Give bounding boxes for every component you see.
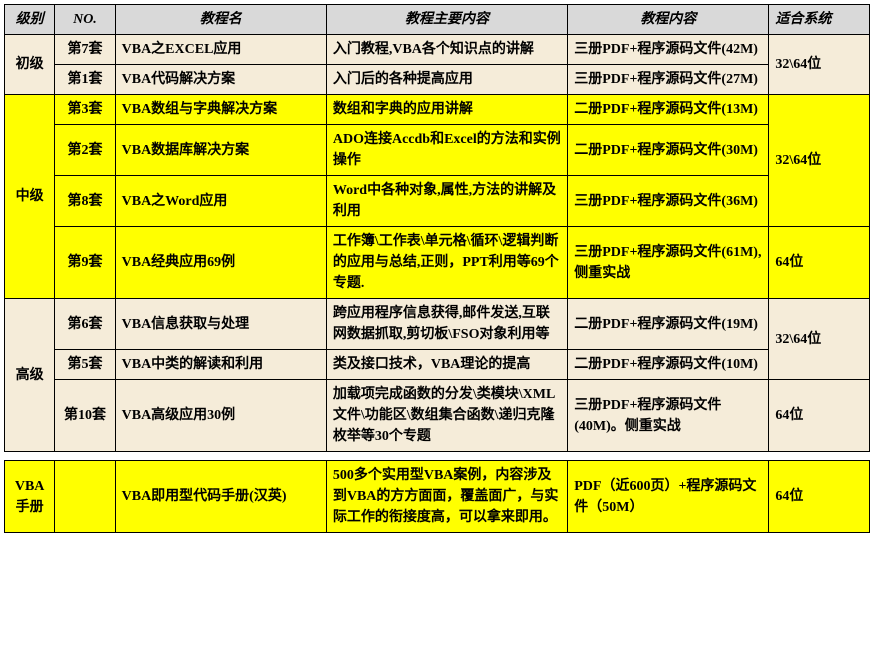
manual-table: VBA手册 VBA即用型代码手册(汉英)500多个实用型VBA案例，内容涉及到VB… <box>4 460 870 533</box>
column-header: 教程主要内容 <box>326 5 567 35</box>
system-cell: 64位 <box>769 227 870 299</box>
name-cell: VBA数组与字典解决方案 <box>115 95 326 125</box>
table-spacer <box>4 452 870 460</box>
column-header: 教程内容 <box>568 5 769 35</box>
main-content-cell: 类及接口技术，VBA理论的提高 <box>326 350 567 380</box>
no-cell: 第7套 <box>55 35 115 65</box>
manual-main-cell: 500多个实用型VBA案例，内容涉及到VBA的方方面面，覆盖面广，与实际工作的衔… <box>326 461 567 533</box>
system-cell: 64位 <box>769 380 870 452</box>
no-cell: 第8套 <box>55 176 115 227</box>
no-cell: 第3套 <box>55 95 115 125</box>
main-course-table: 级别NO.教程名教程主要内容教程内容适合系统 初级第7套VBA之EXCEL应用入… <box>4 4 870 452</box>
level-cell: 高级 <box>5 299 55 452</box>
system-cell: 32\64位 <box>769 299 870 380</box>
content-cell: 二册PDF+程序源码文件(19M) <box>568 299 769 350</box>
name-cell: VBA经典应用69例 <box>115 227 326 299</box>
table-row: 第9套VBA经典应用69例工作簿\工作表\单元格\循环\逻辑判断的应用与总结,正… <box>5 227 870 299</box>
main-content-cell: 工作簿\工作表\单元格\循环\逻辑判断的应用与总结,正则，PPT利用等69个专题… <box>326 227 567 299</box>
table-row: 第5套VBA中类的解读和利用类及接口技术，VBA理论的提高二册PDF+程序源码文… <box>5 350 870 380</box>
main-content-cell: 跨应用程序信息获得,邮件发送,互联网数据抓取,剪切板\FSO对象利用等 <box>326 299 567 350</box>
no-cell: 第5套 <box>55 350 115 380</box>
main-content-cell: 入门后的各种提高应用 <box>326 65 567 95</box>
content-cell: 三册PDF+程序源码文件(40M)。侧重实战 <box>568 380 769 452</box>
manual-no-cell <box>55 461 115 533</box>
manual-level-cell: VBA手册 <box>5 461 55 533</box>
table-row: 初级第7套VBA之EXCEL应用入门教程,VBA各个知识点的讲解三册PDF+程序… <box>5 35 870 65</box>
content-cell: 二册PDF+程序源码文件(13M) <box>568 95 769 125</box>
no-cell: 第6套 <box>55 299 115 350</box>
main-content-cell: 入门教程,VBA各个知识点的讲解 <box>326 35 567 65</box>
level-cell: 初级 <box>5 35 55 95</box>
manual-name-cell: VBA即用型代码手册(汉英) <box>115 461 326 533</box>
name-cell: VBA高级应用30例 <box>115 380 326 452</box>
table-row: 第10套VBA高级应用30例加载项完成函数的分发\类模块\XML文件\功能区\数… <box>5 380 870 452</box>
system-cell: 32\64位 <box>769 95 870 227</box>
content-cell: 三册PDF+程序源码文件(61M),侧重实战 <box>568 227 769 299</box>
main-content-cell: Word中各种对象,属性,方法的讲解及利用 <box>326 176 567 227</box>
content-cell: 三册PDF+程序源码文件(42M) <box>568 35 769 65</box>
name-cell: VBA代码解决方案 <box>115 65 326 95</box>
system-cell: 32\64位 <box>769 35 870 95</box>
main-content-cell: ADO连接Accdb和Excel的方法和实例操作 <box>326 125 567 176</box>
no-cell: 第9套 <box>55 227 115 299</box>
no-cell: 第1套 <box>55 65 115 95</box>
column-header: 级别 <box>5 5 55 35</box>
main-content-cell: 数组和字典的应用讲解 <box>326 95 567 125</box>
table-row: 第1套VBA代码解决方案入门后的各种提高应用三册PDF+程序源码文件(27M) <box>5 65 870 95</box>
manual-system-cell: 64位 <box>769 461 870 533</box>
content-cell: 三册PDF+程序源码文件(27M) <box>568 65 769 95</box>
no-cell: 第2套 <box>55 125 115 176</box>
table-row: 第2套VBA数据库解决方案ADO连接Accdb和Excel的方法和实例操作二册P… <box>5 125 870 176</box>
no-cell: 第10套 <box>55 380 115 452</box>
name-cell: VBA之EXCEL应用 <box>115 35 326 65</box>
column-header: 适合系统 <box>769 5 870 35</box>
manual-row: VBA手册 VBA即用型代码手册(汉英)500多个实用型VBA案例，内容涉及到VB… <box>5 461 870 533</box>
table-row: 高级第6套VBA信息获取与处理跨应用程序信息获得,邮件发送,互联网数据抓取,剪切… <box>5 299 870 350</box>
name-cell: VBA数据库解决方案 <box>115 125 326 176</box>
level-cell: 中级 <box>5 95 55 299</box>
name-cell: VBA之Word应用 <box>115 176 326 227</box>
manual-content-cell: PDF（近600页）+程序源码文件（50M） <box>568 461 769 533</box>
name-cell: VBA中类的解读和利用 <box>115 350 326 380</box>
content-cell: 二册PDF+程序源码文件(30M) <box>568 125 769 176</box>
main-content-cell: 加载项完成函数的分发\类模块\XML文件\功能区\数组集合函数\递归克隆枚举等3… <box>326 380 567 452</box>
table-row: 第8套VBA之Word应用Word中各种对象,属性,方法的讲解及利用三册PDF+… <box>5 176 870 227</box>
column-header: 教程名 <box>115 5 326 35</box>
table-header: 级别NO.教程名教程主要内容教程内容适合系统 <box>5 5 870 35</box>
name-cell: VBA信息获取与处理 <box>115 299 326 350</box>
content-cell: 二册PDF+程序源码文件(10M) <box>568 350 769 380</box>
content-cell: 三册PDF+程序源码文件(36M) <box>568 176 769 227</box>
table-row: 中级第3套VBA数组与字典解决方案数组和字典的应用讲解二册PDF+程序源码文件(… <box>5 95 870 125</box>
column-header: NO. <box>55 5 115 35</box>
